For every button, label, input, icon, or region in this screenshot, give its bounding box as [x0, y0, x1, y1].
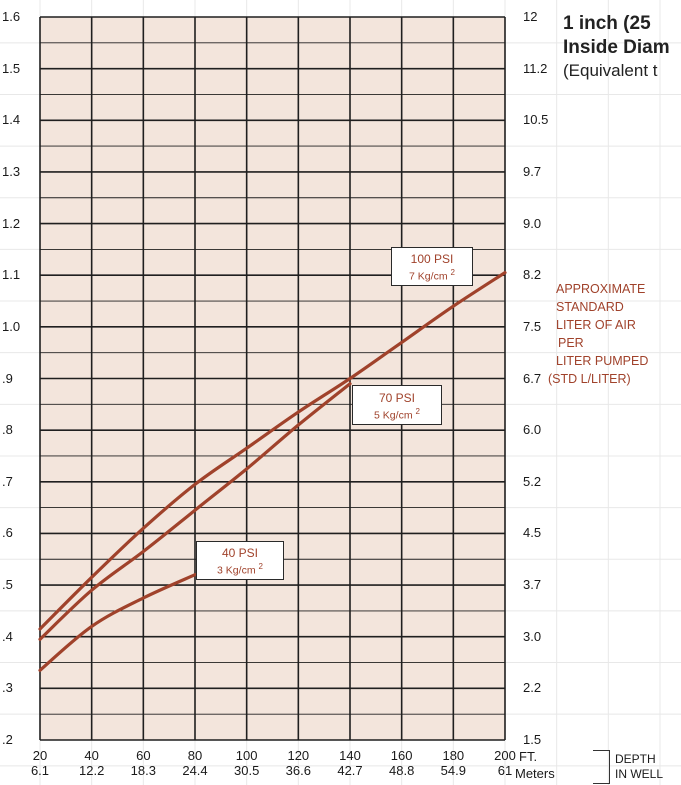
x-tick-label: 20 6.1 — [20, 748, 60, 778]
callout-100-psi: 100 PSI 7 Kg/cm 2 — [391, 247, 473, 286]
x-tick-meters: 30.5 — [234, 763, 260, 778]
x-tick-label: 100 30.5 — [227, 748, 267, 778]
y-tick-label-left: 1.2 — [2, 215, 21, 231]
x-tick-feet: 140 — [339, 748, 361, 763]
y-tick-label-left: .2 — [2, 732, 13, 747]
series-line-100-psi — [38, 271, 507, 631]
y-tick-label-left: .5 — [2, 577, 13, 593]
callout-kg-label: 7 Kg/cm 2 — [409, 268, 455, 283]
x-tick-meters: 48.8 — [389, 763, 415, 778]
x-tick-feet: 120 — [287, 748, 310, 763]
x-tick-label: 40 12.2 — [72, 748, 112, 778]
y-tick-label-right: 3.0 — [523, 628, 542, 644]
right-axis-label-line: APPROXIMATE — [556, 282, 646, 296]
callout-psi-label: 100 PSI — [410, 252, 454, 266]
y-tick-label-left: 1.6 — [2, 9, 21, 24]
callout-kg-text: 3 Kg/cm — [217, 564, 256, 577]
x-tick-meters: 36.6 — [285, 763, 311, 778]
y-tick-label-left: .3 — [2, 680, 13, 696]
y-tick-label-left: 1.1 — [2, 267, 21, 283]
x-tick-meters: 61 — [497, 763, 513, 778]
y-tick-label-right: 4.5 — [523, 525, 542, 541]
right-axis-label: APPROXIMATE STANDARD LITER OF AIR PER LI… — [548, 280, 660, 388]
x-axis-label: DEPTH IN WELL — [615, 752, 663, 782]
right-axis-label-line: LITER OF AIR — [556, 318, 636, 332]
callout-psi-label: 40 PSI — [221, 546, 259, 560]
y-tick-label-right: 10.5 — [523, 112, 549, 128]
x-tick-feet: 80 — [187, 748, 203, 763]
x-tick-feet: 60 — [136, 748, 151, 763]
x-tick-feet: 180 — [442, 748, 465, 763]
title-line-3: (Equivalent t — [563, 61, 658, 80]
callout-kg-text: 5 Kg/cm — [374, 409, 413, 422]
y-tick-label-left: .7 — [2, 473, 13, 489]
series-line-40-psi — [38, 573, 197, 672]
series-line-70-psi — [38, 382, 352, 641]
right-axis-label-line: STANDARD — [556, 300, 624, 314]
right-axis-label-line: (STD L/LITER) — [548, 372, 631, 386]
x-tick-label: 200 61 — [485, 748, 525, 778]
y-tick-label-right: 3.7 — [523, 577, 542, 593]
y-tick-label-left: .6 — [2, 525, 13, 541]
y-tick-label-right: 11.2 — [523, 60, 548, 76]
x-tick-label: 180 54.9 — [433, 748, 473, 778]
x-tick-feet: 160 — [390, 748, 413, 763]
title-line-1: 1 inch (25 — [563, 13, 651, 34]
x-tick-label: 140 42.7 — [330, 748, 370, 778]
chart-title: 1 inch (25 Inside Diam (Equivalent t — [563, 12, 681, 82]
callout-70-psi: 70 PSI 5 Kg/cm 2 — [352, 385, 442, 425]
y-tick-label-right: 8.2 — [523, 267, 542, 283]
x-tick-label: 160 48.8 — [382, 748, 422, 778]
x-tick-label: 120 36.6 — [278, 748, 318, 778]
title-line-2: Inside Diam — [563, 37, 670, 58]
right-axis-label-line: PER — [558, 336, 584, 350]
x-tick-feet: 100 — [235, 748, 258, 763]
y-tick-label-right: 9.7 — [523, 163, 542, 179]
callout-psi-label: 70 PSI — [378, 391, 416, 405]
y-tick-label-left: 1.5 — [2, 60, 21, 76]
x-tick-meters: 54.9 — [440, 763, 466, 778]
y-tick-label-left: 1.4 — [2, 112, 21, 128]
depth-bracket — [593, 750, 610, 784]
x-tick-meters: 12.2 — [79, 763, 105, 778]
y-tick-label-right: 5.2 — [523, 473, 542, 489]
y-tick-label-right: 1.5 — [523, 732, 542, 747]
callout-kg-label: 5 Kg/cm 2 — [374, 407, 420, 422]
x-tick-meters: 6.1 — [30, 763, 50, 778]
y-tick-label-left: .4 — [2, 628, 13, 644]
y-tick-label-left: .8 — [2, 422, 13, 438]
x-unit-meters: Meters — [515, 766, 555, 781]
x-tick-label: 60 18.3 — [123, 748, 163, 778]
x-unit-feet: FT. — [519, 749, 538, 764]
x-axis-label-line: IN WELL — [615, 767, 664, 781]
callout-kg-text: 7 Kg/cm — [409, 270, 448, 283]
x-tick-meters: 18.3 — [130, 763, 156, 778]
y-tick-label-right: 6.7 — [523, 370, 542, 386]
y-tick-label-left: .9 — [2, 370, 13, 386]
y-tick-label-left: 1.0 — [2, 318, 21, 334]
x-tick-label: 80 24.4 — [175, 748, 215, 778]
x-tick-meters: 24.4 — [182, 763, 208, 778]
y-tick-label-right: 9.0 — [523, 215, 542, 231]
y-tick-label-left: 1.3 — [2, 163, 21, 179]
y-tick-label-right: 6.0 — [523, 422, 542, 438]
right-axis-label-line: LITER PUMPED — [556, 354, 649, 368]
callout-kg-label: 3 Kg/cm 2 — [217, 562, 263, 577]
y-tick-label-right: 12 — [523, 9, 538, 24]
x-tick-feet: 20 — [32, 748, 48, 763]
callout-40-psi: 40 PSI 3 Kg/cm 2 — [196, 541, 284, 580]
x-axis-label-line: DEPTH — [615, 752, 656, 766]
y-tick-label-right: 2.2 — [523, 680, 542, 696]
x-tick-meters: 42.7 — [337, 763, 363, 778]
y-tick-label-right: 7.5 — [523, 318, 542, 334]
x-tick-feet: 40 — [84, 748, 99, 763]
x-tick-feet: 200 — [494, 748, 516, 763]
